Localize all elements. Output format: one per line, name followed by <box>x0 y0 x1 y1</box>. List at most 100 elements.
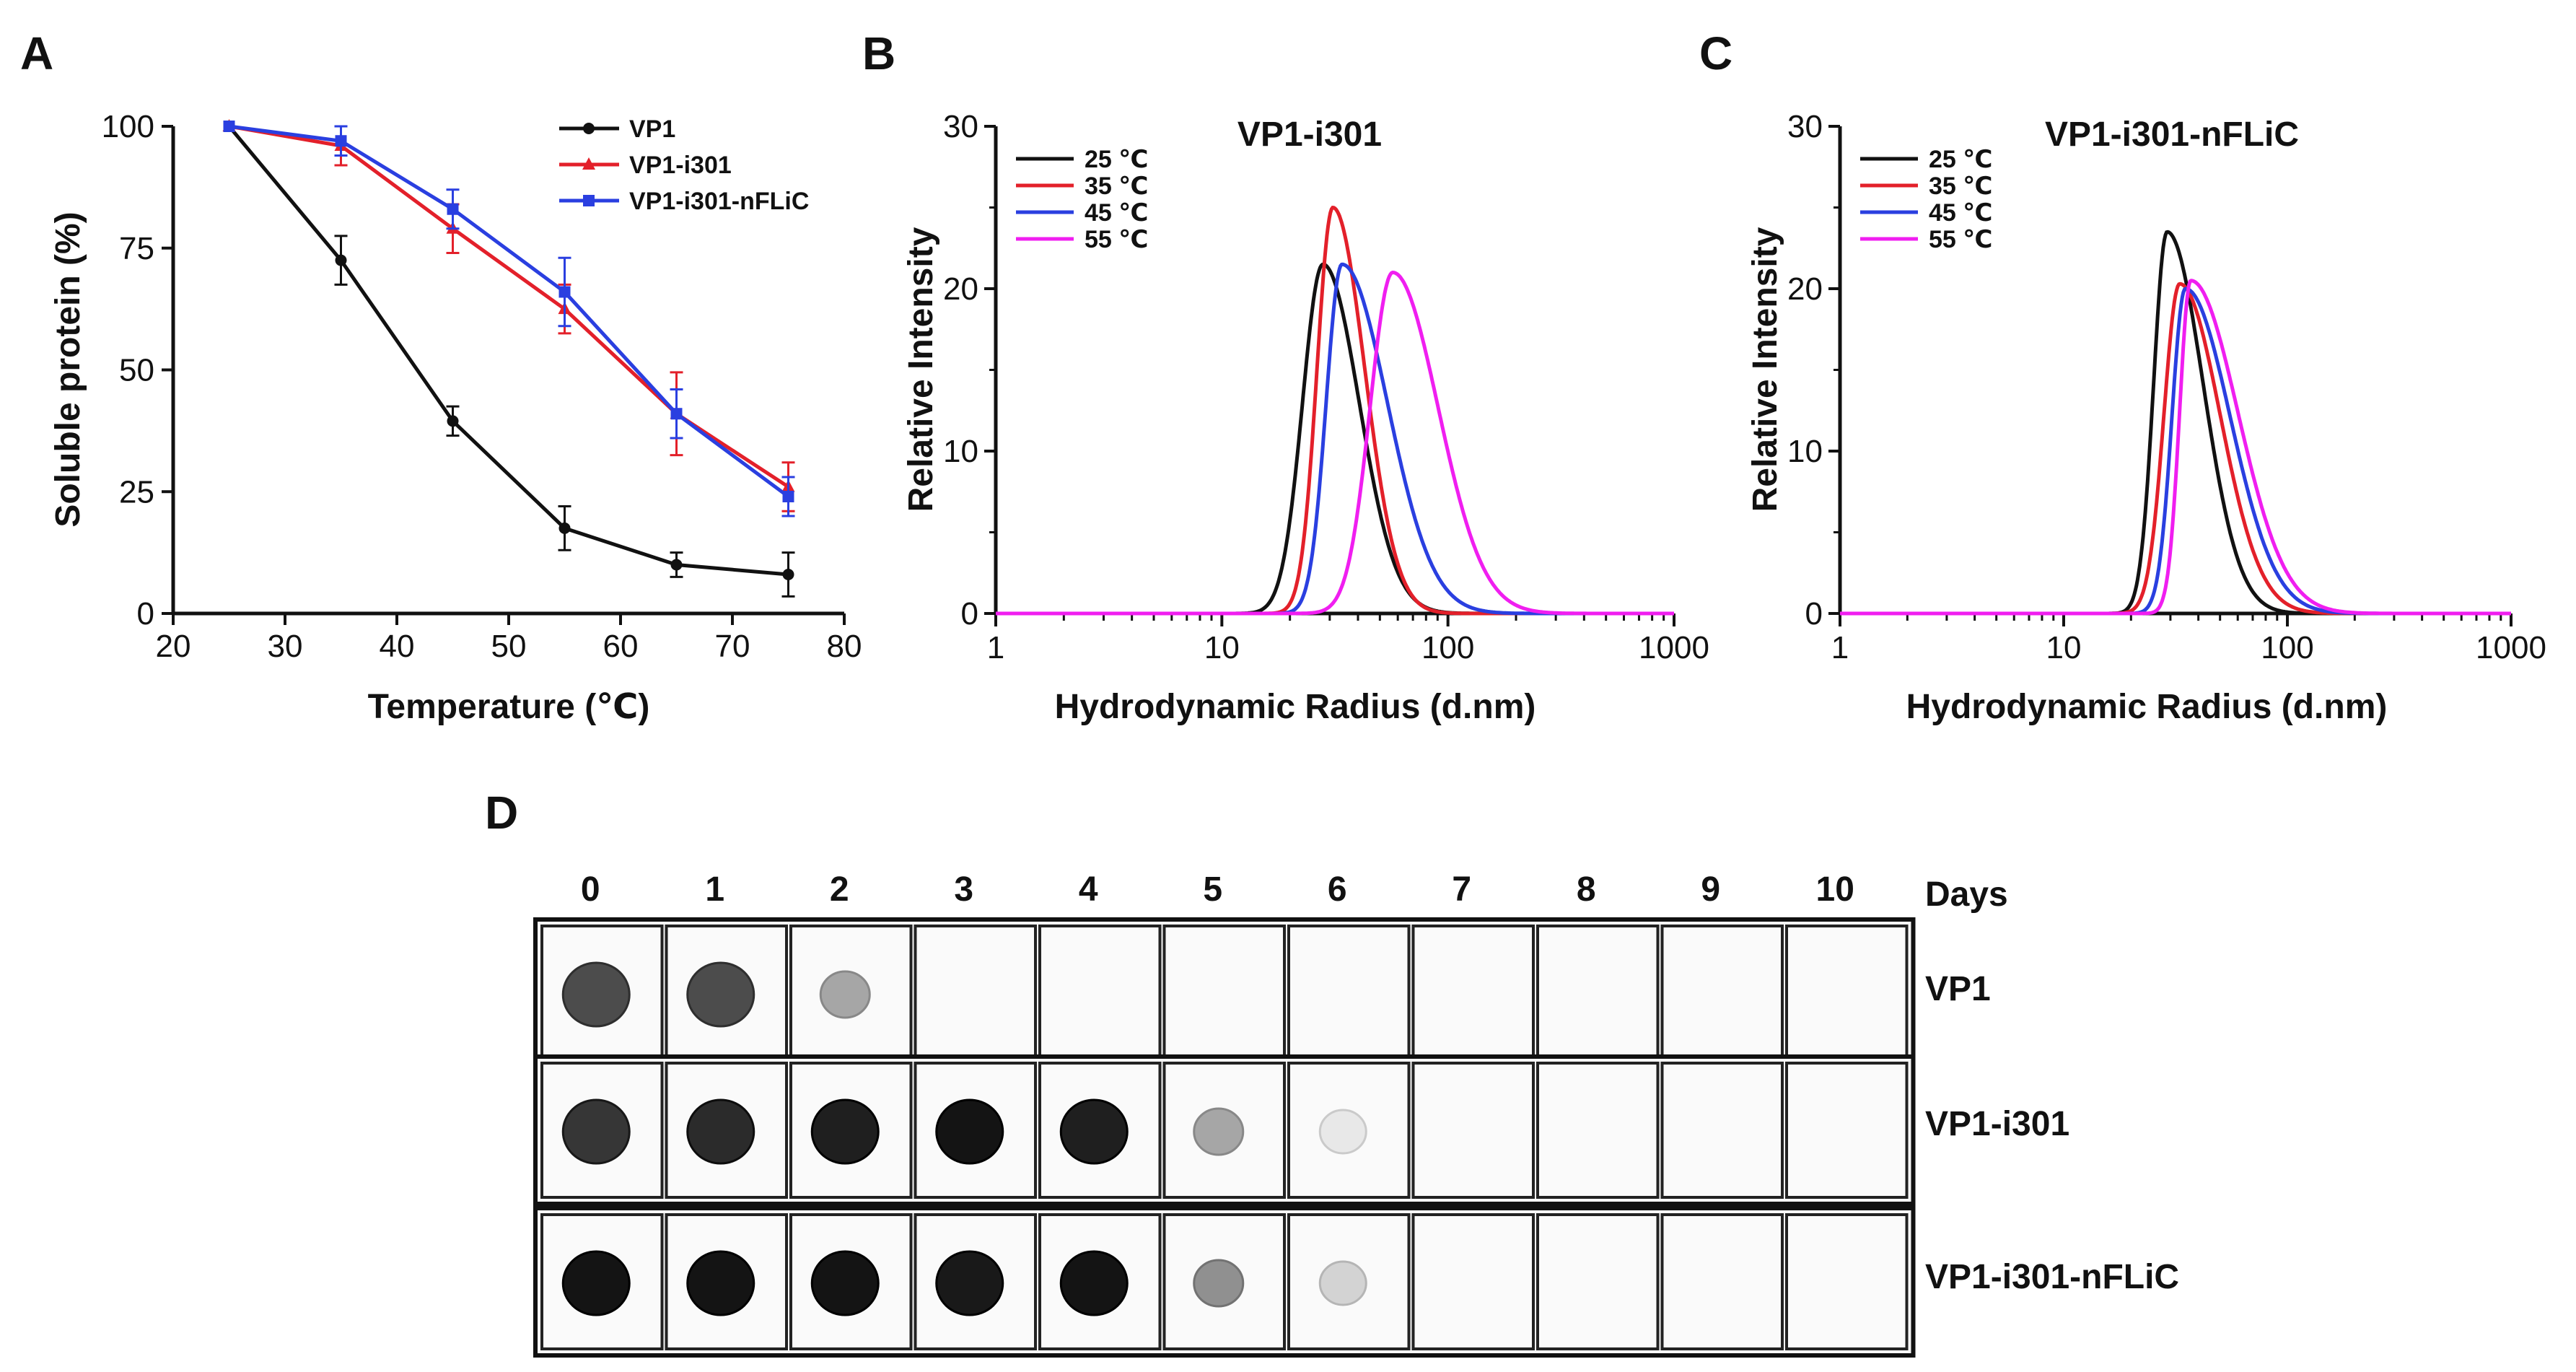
dot-blot-day-label: 8 <box>1577 870 1596 909</box>
dot-blot-cell <box>1536 1213 1660 1350</box>
chart-c-y-tick-label: 0 <box>1805 596 1823 632</box>
chart-b-xlabel: Hydrodynamic Radius (d.nm) <box>1055 688 1536 726</box>
chart-a-series-line-2 <box>229 124 789 499</box>
chart-a-legend: VP1 VP1-i301 VP1-i301-nFLiC <box>559 115 809 215</box>
chart-c: 1 10 100 1000 0 10 20 30 VP1-i301-nFLiC Hydrody… <box>1746 109 2546 726</box>
chart-a: 20 30 40 50 60 70 80 0 25 50 75 100 Temperature (℃)… <box>49 109 862 726</box>
dot-blot-dot <box>1193 1107 1245 1156</box>
dot-blot-dot <box>561 961 631 1028</box>
dot-blot-dot <box>935 1250 1004 1316</box>
chart-c-x-tick-label: 100 <box>2261 630 2313 665</box>
chart-a-point <box>335 254 347 266</box>
dot-blot-cell <box>1038 925 1162 1062</box>
chart-a-y-tick-label: 0 <box>137 596 154 632</box>
dot-blot-cell <box>1660 1213 1784 1350</box>
dot-blot-cell <box>1162 925 1286 1062</box>
chart-a-series-line-0 <box>227 125 789 577</box>
chart-a-point <box>558 522 571 534</box>
dot-blot-dot <box>561 1098 631 1165</box>
dot-blot-day-label: 10 <box>1816 870 1854 909</box>
chart-b-y-tick-label: 10 <box>943 434 978 469</box>
dot-blot-dot <box>810 1250 880 1316</box>
dot-blot-day-label: 3 <box>954 870 973 909</box>
dot-blot-dot <box>1318 1109 1367 1155</box>
dot-blot-day-label: 9 <box>1701 870 1720 909</box>
chart-c-legend-label: 55 ℃ <box>1929 226 1992 253</box>
dot-blot-cell <box>540 1213 664 1350</box>
dot-blot-dot <box>686 961 755 1028</box>
chart-a-x-tick-label: 50 <box>491 629 527 664</box>
chart-a-point <box>782 491 794 502</box>
dot-blot: 0 1 2 3 4 5 6 7 8 9 10 Days VP1 VP1-i301 VP1-i301-… <box>533 870 2179 1358</box>
chart-c-ylabel: Relative Intensity <box>1746 227 1784 512</box>
dot-blot-dot <box>561 1250 631 1316</box>
chart-a-legend-label: VP1-i301-nFLiC <box>629 188 809 215</box>
chart-a-y-tick-label: 75 <box>119 231 154 266</box>
chart-b-series-line-2 <box>996 262 1674 616</box>
chart-a-ylabel: Soluble protein (%) <box>49 211 87 527</box>
dot-blot-cell <box>1660 925 1784 1062</box>
dot-blot-row-label-vp1-i301-nflic: VP1-i301-nFLiC <box>1925 1258 2179 1296</box>
dot-blot-row-label-vp1-i301: VP1-i301 <box>1925 1105 2069 1143</box>
chart-a-ticks: 20 30 40 50 60 70 80 0 25 50 75 100 <box>102 109 862 664</box>
dot-blot-dot <box>819 970 871 1019</box>
chart-b-series <box>996 206 1674 616</box>
chart-a-x-tick-label: 80 <box>827 629 862 664</box>
chart-a-point <box>670 408 683 420</box>
chart-b-y-tick-label: 0 <box>961 596 978 632</box>
dot-blot-cell <box>1287 925 1411 1062</box>
chart-a-x-tick-label: 70 <box>715 629 750 664</box>
dot-blot-cell <box>1411 1062 1535 1199</box>
dot-blot-cell <box>665 1213 788 1350</box>
chart-a-y-tick-label: 50 <box>119 353 154 388</box>
chart-a-x-tick-label: 20 <box>156 629 191 664</box>
dot-blot-day-label: 0 <box>581 870 600 909</box>
chart-b-x-tick-label: 100 <box>1421 630 1474 665</box>
chart-c-x-tick-label: 1000 <box>2476 630 2546 665</box>
chart-a-point <box>670 559 683 571</box>
chart-c-legend-label: 25 ℃ <box>1929 146 1992 173</box>
chart-c-y-tick-label: 30 <box>1787 109 1823 144</box>
chart-a-legend-label: VP1-i301 <box>629 152 732 179</box>
dot-blot-days-header: Days <box>1925 875 2008 914</box>
dot-blot-cell <box>1536 925 1660 1062</box>
dot-blot-dot <box>810 1098 880 1165</box>
chart-c-y-tick-label: 20 <box>1787 271 1823 307</box>
chart-c-title: VP1-i301-nFLiC <box>2045 115 2299 154</box>
chart-b-legend: 25 ℃35 ℃45 ℃55 ℃ <box>1016 146 1148 253</box>
chart-b-x-tick-label: 10 <box>1204 630 1240 665</box>
dot-blot-dot <box>1318 1260 1367 1306</box>
chart-a-legend-label: VP1 <box>629 115 675 143</box>
chart-b-series-line-0 <box>996 262 1674 616</box>
chart-b-y-tick-label: 30 <box>943 109 978 144</box>
chart-c-legend: 25 ℃35 ℃45 ℃55 ℃ <box>1860 146 1992 253</box>
chart-b-title: VP1-i301 <box>1237 115 1382 154</box>
chart-b-ylabel: Relative Intensity <box>902 227 940 512</box>
dot-blot-cell <box>1411 925 1535 1062</box>
chart-b-legend-label: 25 ℃ <box>1085 146 1148 173</box>
chart-b-x-tick-label: 1000 <box>1639 630 1709 665</box>
dot-blot-dot <box>686 1250 755 1316</box>
dot-blot-day-label: 6 <box>1328 870 1347 909</box>
dot-blot-cell <box>1785 1213 1909 1350</box>
chart-a-point <box>447 203 459 215</box>
chart-a-x-tick-label: 30 <box>268 629 303 664</box>
chart-b-ticks: 1 10 100 1000 0 10 20 30 <box>943 109 1709 665</box>
chart-a-legend-marker <box>583 123 595 134</box>
chart-c-series-line-2 <box>1840 287 2511 616</box>
chart-b-series-line-3 <box>996 270 1674 616</box>
dot-blot-cell <box>1411 1213 1535 1350</box>
chart-a-point <box>447 415 459 427</box>
chart-a-point <box>335 135 347 147</box>
panel-letter-a: A <box>20 27 53 79</box>
dot-blot-dot <box>1059 1098 1129 1165</box>
chart-b-x-tick-label: 1 <box>987 630 1004 665</box>
chart-c-legend-label: 35 ℃ <box>1929 172 1992 200</box>
chart-c-y-tick-label: 10 <box>1787 434 1823 469</box>
chart-a-legend-marker <box>582 157 595 170</box>
chart-c-x-tick-label: 10 <box>2046 630 2082 665</box>
chart-c-series-line-1 <box>1840 281 2511 616</box>
chart-c-ticks: 1 10 100 1000 0 10 20 30 <box>1787 109 2546 665</box>
dot-blot-dot <box>1193 1259 1245 1308</box>
panel-letter-c: C <box>1699 27 1732 79</box>
